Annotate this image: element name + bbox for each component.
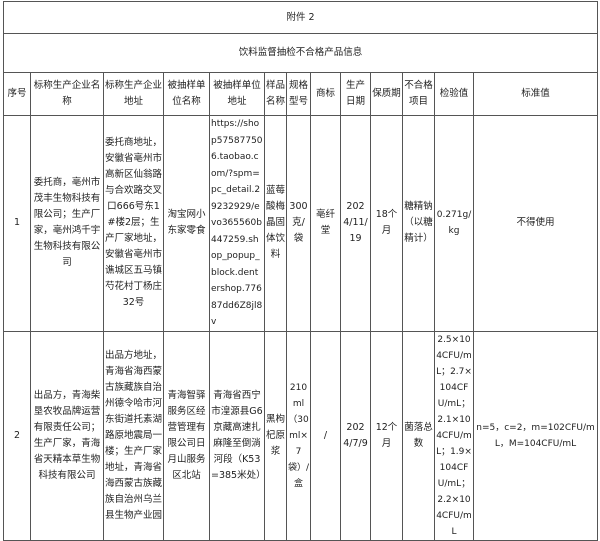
test-value: 2.5×104CFU/mL；2.7×104CFU/mL；2.1×104CFU/m… xyxy=(434,330,474,541)
standard-value: n=5，c=2，m=102CFU/mL，M=104CFU/mL xyxy=(473,330,598,541)
sampled-unit-name: 淘宝网小东家零食 xyxy=(163,115,210,332)
standard-value: 不得使用 xyxy=(473,115,598,332)
production-date: 2024/7/9 xyxy=(340,330,371,541)
unqualified-products-table: 附件 2 饮料监督抽检不合格产品信息 序号 标称生产企业名称 标称生产企业地址 … xyxy=(3,1,598,541)
sampled-unit-address-link[interactable]: https://shop575877506.taobao.com/?spm=pc… xyxy=(209,115,265,332)
header-cell: 标称生产企业名称 xyxy=(30,72,104,116)
header-cell: 商标 xyxy=(310,72,341,116)
manufacturer-name: 委托商，亳州市茂丰生物科技有限公司；生产厂家，亳州鸿千宇生物科技有限公司 xyxy=(30,115,104,332)
spec: 210ml（30ml×7袋）/盒 xyxy=(286,330,311,541)
header-cell: 规格型号 xyxy=(286,72,311,116)
header-cell: 生产日期 xyxy=(340,72,371,116)
table-row: 1 委托商，亳州市茂丰生物科技有限公司；生产厂家，亳州鸿千宇生物科技有限公司 委… xyxy=(3,115,598,332)
table-row: 2 出品方，青海柴垦农牧品牌运营有限责任公司；生产厂家，青海省天精本草生物科技有… xyxy=(3,330,598,541)
sampled-unit-name: 青海智驿服务区经营管理有限公司日月山服务区北站 xyxy=(163,330,210,541)
header-cell: 序号 xyxy=(3,72,31,116)
header-cell: 标称生产企业地址 xyxy=(103,72,164,116)
failed-item: 糖精钠（以糖精计） xyxy=(402,115,435,332)
brand: / xyxy=(310,330,341,541)
header-cell: 被抽样单位名称 xyxy=(163,72,210,116)
sample-name: 黑枸杞原浆 xyxy=(264,330,287,541)
test-value: 0.271g/kg xyxy=(434,115,474,332)
header-cell: 不合格项目 xyxy=(402,72,435,116)
manufacturer-address: 委托商地址，安徽省亳州市高新区仙翁路与合欢路交叉口666号东1#楼2层；生产厂家… xyxy=(103,115,164,332)
shelf-life: 12个月 xyxy=(370,330,403,541)
page-title: 饮料监督抽检不合格产品信息 xyxy=(3,33,598,73)
header-cell: 保质期 xyxy=(370,72,403,116)
row-number: 2 xyxy=(3,330,31,541)
spec: 300克/袋 xyxy=(286,115,311,332)
header-cell: 被抽样单位地址 xyxy=(209,72,265,116)
sample-name: 蓝莓酸梅晶固体饮料 xyxy=(264,115,287,332)
brand: 亳纤堂 xyxy=(310,115,341,332)
header-row: 序号 标称生产企业名称 标称生产企业地址 被抽样单位名称 被抽样单位地址 样品名… xyxy=(3,72,598,116)
header-cell: 样品名称 xyxy=(264,72,287,116)
manufacturer-name: 出品方，青海柴垦农牧品牌运营有限责任公司；生产厂家，青海省天精本草生物科技有限公… xyxy=(30,330,104,541)
row-number: 1 xyxy=(3,115,31,332)
header-cell: 标准值 xyxy=(473,72,598,116)
sampled-unit-address: 青海省西宁市湟源县G6京藏高速扎麻隆至倒淌河段（K53=385米处） xyxy=(209,330,265,541)
shelf-life: 18个月 xyxy=(370,115,403,332)
failed-item: 菌落总数 xyxy=(402,330,435,541)
manufacturer-address: 出品方地址，青海省海西蒙古族藏族自治州德令哈市河东街道托素湖路原地震局一楼；生产… xyxy=(103,330,164,541)
header-cell: 检验值 xyxy=(434,72,474,116)
production-date: 2024/11/19 xyxy=(340,115,371,332)
attachment-label: 附件 2 xyxy=(3,1,598,34)
